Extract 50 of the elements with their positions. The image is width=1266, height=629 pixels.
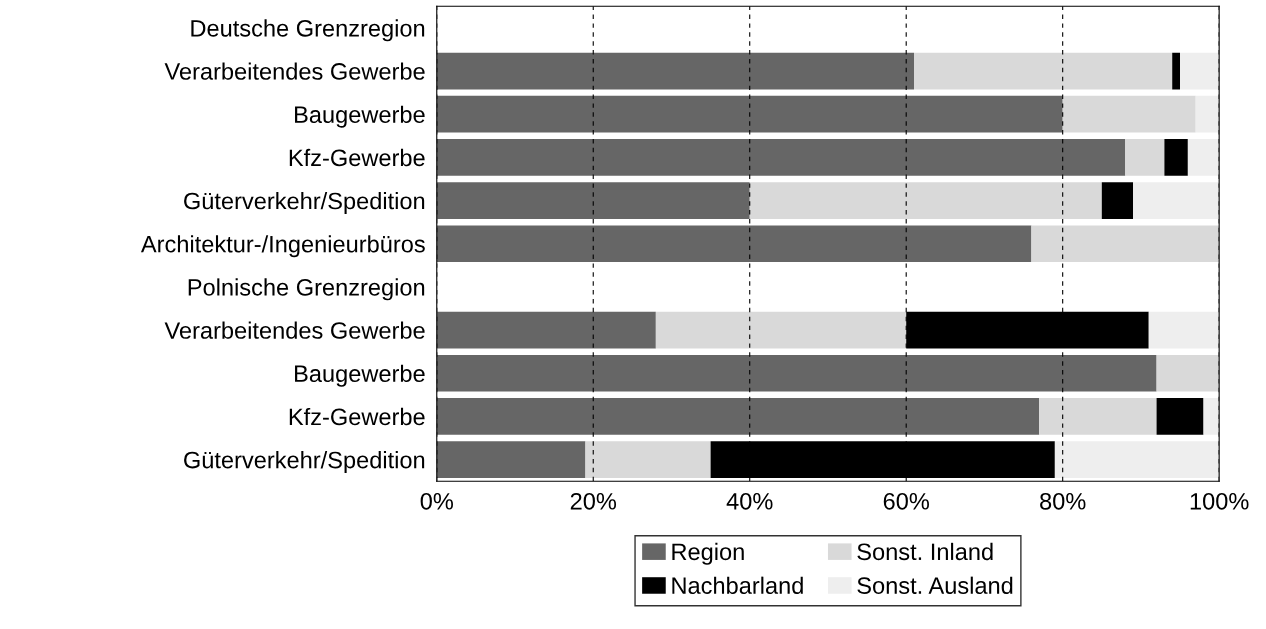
bar [585,441,711,478]
bar [1101,182,1134,219]
legend-label: Region [672,542,744,565]
bar [1148,311,1220,349]
x-tick-label: 20% [570,492,617,510]
bar [436,311,656,349]
bar [436,398,1040,435]
bar [436,441,586,478]
x-tick-label: 60% [883,492,929,510]
bar [1039,398,1157,435]
bar [1180,52,1220,90]
bar [436,182,750,219]
bar [1187,139,1220,176]
bar [655,311,907,349]
x-tick-label: 80% [1040,492,1086,510]
y-tick-label: Deutsche Grenzregion [191,19,425,42]
legend-label: Nachbarland [672,576,803,594]
bar [1164,139,1188,176]
bar [1172,52,1181,90]
x-tick-label: 0% [420,492,453,510]
bar [1195,95,1220,133]
bar [914,52,1173,90]
bar [1062,95,1196,133]
bar [1054,441,1220,478]
bar [1156,354,1220,392]
bar [1133,182,1220,219]
y-tick-label: Polnische Grenzregion [188,278,425,301]
bar [436,225,1032,263]
x-tick-label: 40% [726,492,773,510]
y-tick-label: Kfz-Gewerbe [289,148,425,167]
bar [436,354,1157,392]
bar [749,182,1102,219]
legend-label: Sonst. Ausland [857,576,1013,594]
bar [1156,398,1204,435]
y-tick-label: Kfz-Gewerbe [289,407,425,426]
y-tick-label: Güterverkehr/Spedition [184,192,425,215]
x-tick-label: 100% [1190,492,1249,510]
y-tick-label: Architektur-/Ingenieurbüros [140,235,425,258]
bar [1203,398,1220,435]
y-tick-label: Verarbeitendes Gewerbe [164,62,425,80]
y-tick-label: Güterverkehr/Spedition [184,451,425,474]
bar [436,52,915,90]
y-tick-label: Verarbeitendes Gewerbe [164,321,425,339]
bar [1125,139,1165,176]
bar [436,139,1126,176]
bar [436,95,1063,133]
y-tick-label: Baugewerbe [295,364,425,387]
bar [1031,225,1220,263]
legend-label: Sonst. Inland [857,542,993,561]
y-tick-label: Baugewerbe [295,105,425,128]
